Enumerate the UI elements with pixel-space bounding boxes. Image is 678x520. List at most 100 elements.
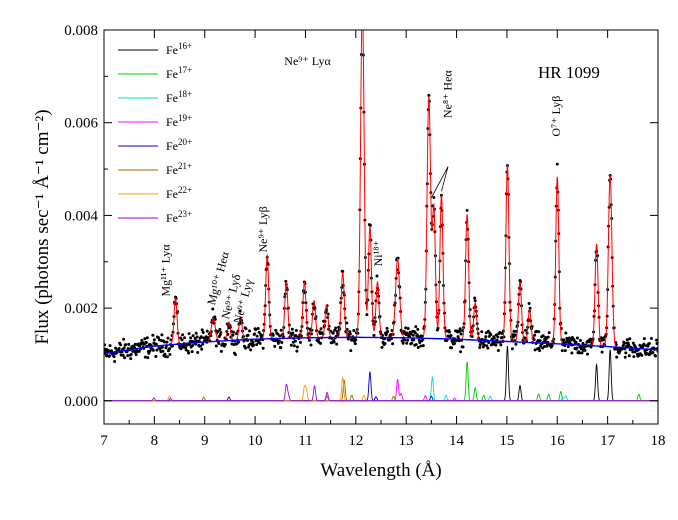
data-point — [231, 330, 235, 334]
data-point — [332, 340, 336, 344]
data-point — [293, 339, 297, 343]
data-point — [348, 330, 352, 334]
data-point — [155, 348, 159, 352]
data-point — [252, 343, 256, 347]
data-point — [231, 333, 235, 337]
data-point — [410, 341, 414, 345]
data-point — [600, 350, 604, 354]
data-point — [199, 344, 203, 348]
data-point — [317, 337, 321, 341]
data-point — [555, 162, 559, 166]
x-tick-label: 18 — [651, 433, 666, 449]
data-point — [427, 93, 431, 97]
data-point — [533, 333, 537, 337]
data-point — [459, 350, 463, 354]
data-point — [163, 352, 167, 356]
data-point — [123, 356, 127, 360]
data-point — [246, 333, 250, 337]
data-point — [187, 351, 191, 355]
data-point — [651, 350, 655, 354]
data-point — [642, 337, 646, 341]
data-point — [450, 346, 454, 350]
data-point — [199, 335, 203, 339]
data-point — [233, 353, 237, 357]
data-point — [154, 354, 158, 358]
data-point — [538, 339, 542, 343]
data-point — [151, 333, 155, 337]
data-point — [124, 343, 128, 347]
annotation-leader — [441, 166, 449, 192]
data-point — [563, 349, 567, 353]
data-point — [204, 335, 208, 339]
data-point — [236, 340, 240, 344]
data-point — [537, 346, 541, 350]
line-annotation: Mg¹¹⁺ Lyα — [158, 244, 172, 297]
data-point — [406, 326, 410, 330]
data-point — [193, 337, 197, 340]
data-point — [627, 343, 631, 347]
line-annotation: Ne⁸⁺ Heα — [441, 70, 455, 119]
data-point — [253, 332, 257, 336]
data-point — [543, 339, 547, 343]
data-point — [642, 342, 646, 346]
data-point — [138, 344, 142, 348]
data-point — [127, 342, 131, 346]
data-point — [533, 348, 537, 352]
data-point — [453, 342, 457, 345]
x-tick-label: 7 — [100, 433, 108, 449]
ion-series-Fe23+ — [104, 383, 658, 402]
data-point — [528, 306, 532, 310]
data-point — [406, 338, 410, 342]
data-point — [458, 327, 462, 331]
data-point — [277, 339, 281, 343]
data-point — [167, 347, 171, 351]
data-point — [631, 341, 635, 345]
data-point — [513, 333, 517, 337]
data-point — [244, 346, 248, 350]
data-point — [419, 344, 423, 348]
data-point — [126, 354, 130, 358]
data-point — [627, 354, 631, 358]
ion-series-Fe17+ — [104, 361, 658, 402]
data-point — [655, 342, 658, 346]
data-point — [623, 355, 627, 359]
data-point — [566, 345, 570, 349]
data-point — [122, 337, 126, 341]
data-point — [615, 355, 619, 359]
data-point — [223, 342, 227, 346]
data-point — [189, 336, 193, 340]
data-point — [546, 335, 550, 339]
data-point — [307, 338, 311, 342]
data-point — [480, 330, 484, 334]
data-point — [137, 349, 141, 353]
data-point — [298, 340, 302, 344]
data-point — [547, 331, 551, 335]
data-point — [121, 353, 125, 357]
line-annotation: Ne⁹⁺ Lyβ — [256, 206, 270, 252]
data-point — [492, 336, 496, 340]
data-point — [145, 336, 149, 340]
data-point — [160, 333, 164, 337]
model-curve — [104, 30, 658, 355]
data-point — [309, 343, 313, 347]
ion-series-Fe21+ — [104, 380, 658, 402]
data-point — [465, 208, 469, 212]
y-axis-title: Flux (photons sec⁻¹ Å⁻¹ cm⁻²) — [32, 109, 53, 344]
data-point — [653, 354, 657, 358]
data-point — [574, 340, 578, 344]
legend-label: Fe22+ — [166, 185, 192, 201]
data-point — [628, 337, 632, 341]
data-point — [380, 345, 384, 349]
data-point — [482, 343, 486, 347]
data-point — [581, 341, 585, 345]
data-point — [295, 345, 299, 349]
data-point — [632, 355, 636, 359]
data-point — [183, 336, 187, 340]
x-axis: 7 8 9 10 11 12 13 14 15 16 17 18 — [100, 30, 666, 449]
data-point — [271, 333, 275, 337]
data-point — [375, 274, 379, 278]
x-tick-label: 8 — [151, 433, 159, 449]
data-point — [345, 327, 349, 331]
x-tick-label: 13 — [399, 433, 414, 449]
ion-series-Fe22+ — [104, 376, 658, 402]
